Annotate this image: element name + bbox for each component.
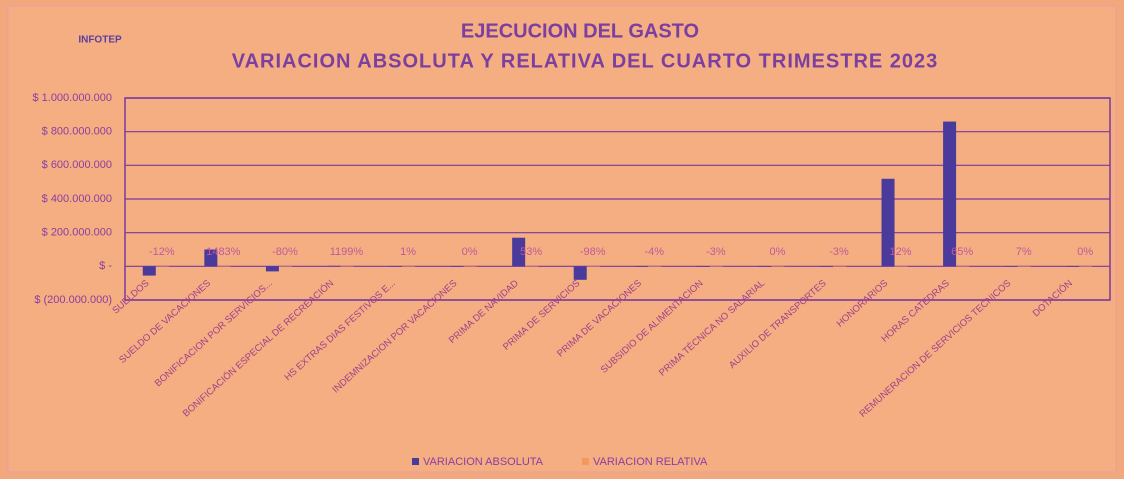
bar [648,266,662,267]
y-tick-label: $ (200.000.000) [34,294,112,306]
data-label: 0% [1077,246,1093,258]
bar [956,266,970,267]
bar [278,266,292,267]
bar [758,266,772,267]
chart-title: EJECUCION DEL GASTO [461,20,699,42]
data-label: -98% [580,246,606,258]
bar [771,266,785,267]
bar [265,266,279,272]
legend-label: VARIACION ABSOLUTA [423,456,544,468]
bar [463,266,477,267]
bar [635,266,649,267]
y-tick-label: $ 400.000.000 [42,193,112,205]
data-label: 53% [520,246,542,258]
bar [1079,266,1093,267]
logo: INFOTEP [78,35,122,46]
bar [402,266,416,267]
y-tick-label: $ 600.000.000 [42,159,112,171]
legend-label: VARIACION RELATIVA [593,456,708,468]
data-label: 0% [769,246,785,258]
bar [155,266,169,267]
data-label: 65% [951,246,973,258]
bar [327,265,341,267]
data-label: 7% [1016,246,1032,258]
data-label: 1% [400,246,416,258]
data-label: 0% [462,246,478,258]
bar [1017,266,1031,267]
y-tick-label: $ - [99,260,112,272]
bar [943,121,957,267]
bar [586,266,600,267]
bar [217,266,231,267]
legend-swatch [412,458,419,465]
data-label: 12% [890,246,912,258]
bar [525,266,539,267]
bar [1004,266,1018,267]
data-label: -80% [272,246,298,258]
data-label: 1199% [330,246,364,258]
bar [696,266,710,267]
y-tick-label: $ 1.000.000.000 [32,92,112,104]
bar [340,266,354,267]
bar [894,266,908,267]
bar [819,266,833,267]
data-label: -12% [149,246,175,258]
bar [709,266,723,267]
bar [142,266,156,276]
bar [450,266,464,267]
bar [832,266,846,267]
bar [389,266,403,267]
data-label: 1483% [206,246,240,258]
y-tick-label: $ 800.000.000 [42,126,112,138]
legend-swatch [582,458,589,465]
bar [573,266,587,280]
bar [204,249,218,267]
bar [881,178,895,267]
chart-subtitle: VARIACION ABSOLUTA Y RELATIVA DEL CUARTO… [232,50,939,72]
y-tick-label: $ 200.000.000 [42,227,112,239]
data-label: -3% [706,246,726,258]
bar [1066,266,1080,267]
data-label: -3% [829,246,849,258]
chart-frame [7,5,1117,473]
data-label: -4% [645,246,665,258]
bar [512,237,526,267]
